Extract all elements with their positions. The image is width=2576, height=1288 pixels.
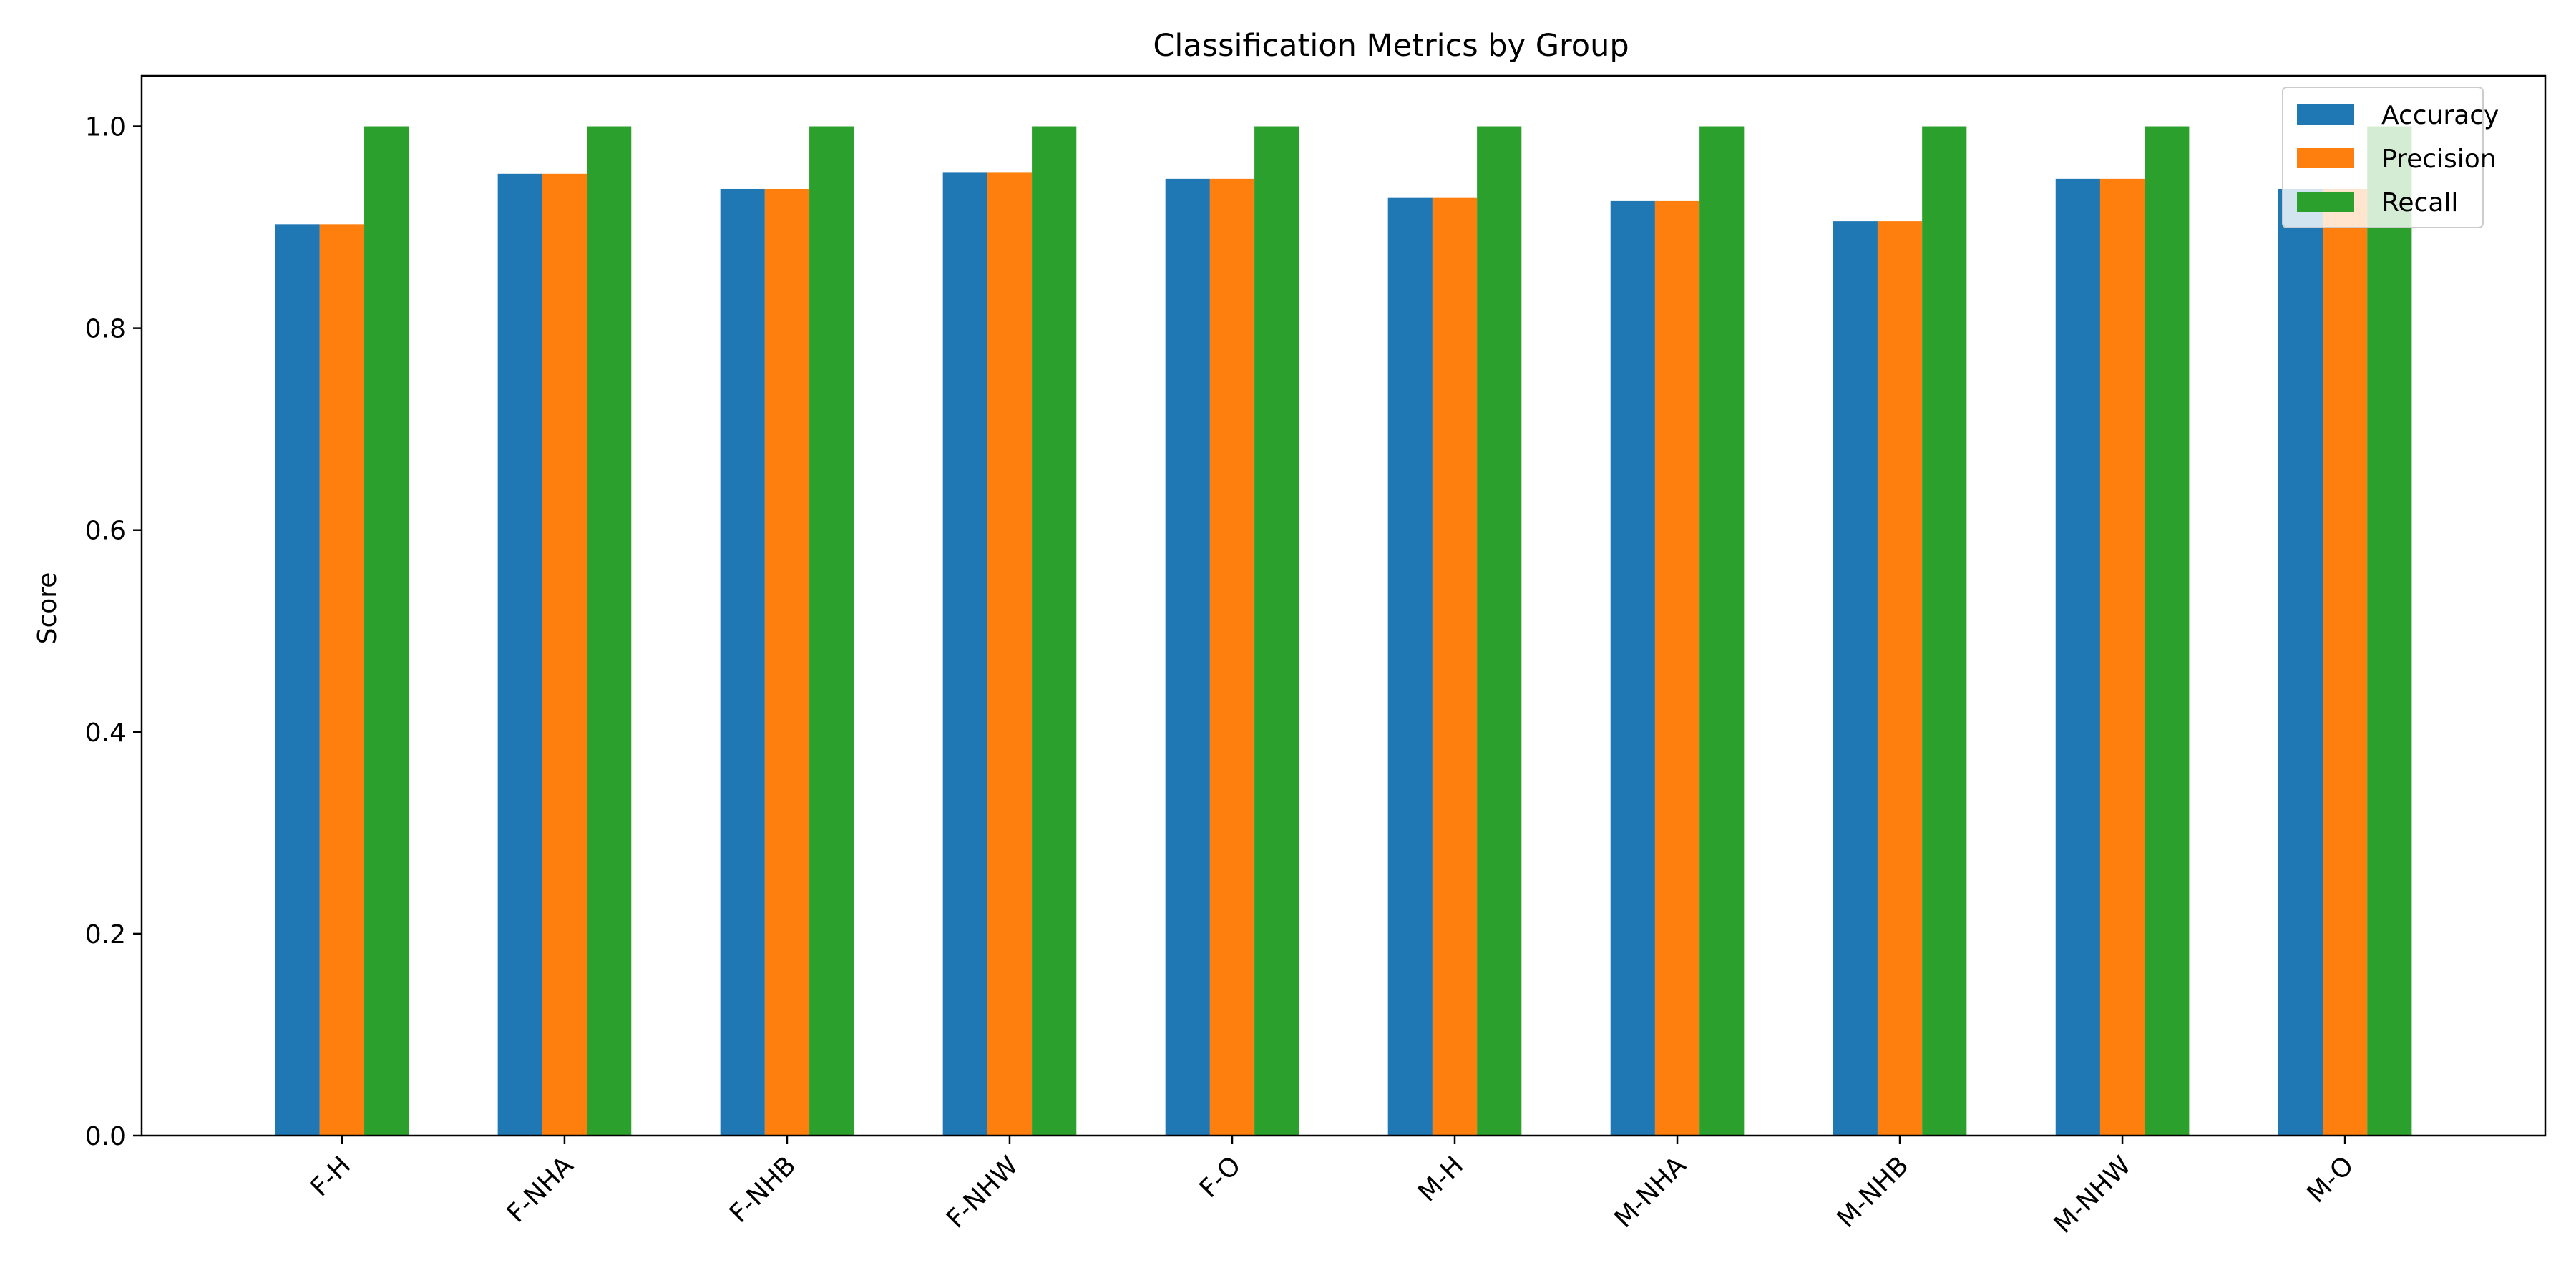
bar-precision-m-nhw	[2099, 178, 2145, 1136]
bar-accuracy-m-nhb	[1833, 221, 1878, 1136]
chart-title: Classification Metrics by Group	[1153, 28, 1629, 64]
bar-recall-f-nha	[587, 126, 632, 1136]
legend-label-accuracy: Accuracy	[2381, 101, 2499, 130]
bar-accuracy-f-h	[275, 224, 320, 1136]
bar-precision-f-nha	[542, 173, 587, 1136]
x-tick-label: M-NHW	[2049, 1151, 2137, 1239]
bar-precision-m-nhb	[1877, 221, 1923, 1136]
bar-recall-f-nhw	[1032, 126, 1077, 1136]
bar-precision-m-h	[1432, 197, 1478, 1136]
bar-precision-m-o	[2322, 188, 2368, 1136]
y-tick-label: 0.8	[85, 315, 126, 344]
x-tick-label: M-NHA	[1609, 1151, 1692, 1234]
bar-recall-m-nha	[1699, 126, 1745, 1136]
x-tick-label: M-H	[1413, 1151, 1469, 1207]
bar-recall-m-nhw	[2145, 126, 2190, 1136]
x-tick-label: F-H	[305, 1151, 356, 1202]
bar-accuracy-m-o	[2278, 188, 2323, 1136]
legend-swatch-recall	[2297, 192, 2354, 212]
bar-recall-f-nhb	[809, 126, 854, 1136]
bar-accuracy-m-nhw	[2055, 178, 2100, 1136]
x-tick-label: M-O	[2302, 1151, 2360, 1209]
bar-precision-m-nha	[1654, 200, 1700, 1136]
bar-recall-m-h	[1477, 126, 1522, 1136]
bar-accuracy-m-h	[1387, 197, 1433, 1136]
bar-recall-f-o	[1254, 126, 1299, 1136]
bar-recall-m-o	[2367, 126, 2412, 1136]
axes-frame	[140, 74, 2547, 1137]
y-tick-label: 1.0	[85, 113, 126, 142]
x-tick-label: M-NHB	[1832, 1151, 1915, 1234]
y-tick-label: 0.0	[85, 1122, 126, 1151]
y-tick-label: 0.4	[85, 718, 126, 748]
legend: Accuracy Precision Recall	[2282, 87, 2499, 228]
x-tick-label: F-O	[1194, 1151, 1247, 1204]
bar-precision-f-o	[1209, 178, 1255, 1136]
bar-accuracy-m-nha	[1610, 200, 1655, 1136]
bar-precision-f-nhw	[987, 172, 1033, 1136]
legend-label-precision: Precision	[2381, 145, 2497, 174]
legend-label-recall: Recall	[2381, 188, 2458, 218]
legend-swatch-accuracy	[2297, 104, 2354, 125]
bar-recall-m-nhb	[1922, 126, 1967, 1136]
x-tick-label: F-NHB	[724, 1151, 801, 1228]
bar-accuracy-f-nhw	[942, 172, 987, 1136]
y-tick-label: 0.2	[85, 920, 126, 950]
bar-precision-f-h	[319, 224, 365, 1136]
bar-precision-f-nhb	[764, 188, 810, 1136]
legend-swatch-precision	[2297, 148, 2354, 168]
x-tick-label: F-NHA	[502, 1151, 580, 1229]
bar-accuracy-f-nha	[497, 173, 542, 1136]
bar-accuracy-f-o	[1165, 178, 1210, 1136]
bar-recall-f-h	[364, 126, 409, 1136]
x-tick-label: F-NHW	[941, 1151, 1024, 1234]
bar-accuracy-f-nhb	[720, 188, 765, 1136]
plot-area	[275, 126, 2412, 1136]
y-tick-label: 0.6	[85, 517, 126, 546]
y-axis-label: Score	[33, 572, 62, 645]
